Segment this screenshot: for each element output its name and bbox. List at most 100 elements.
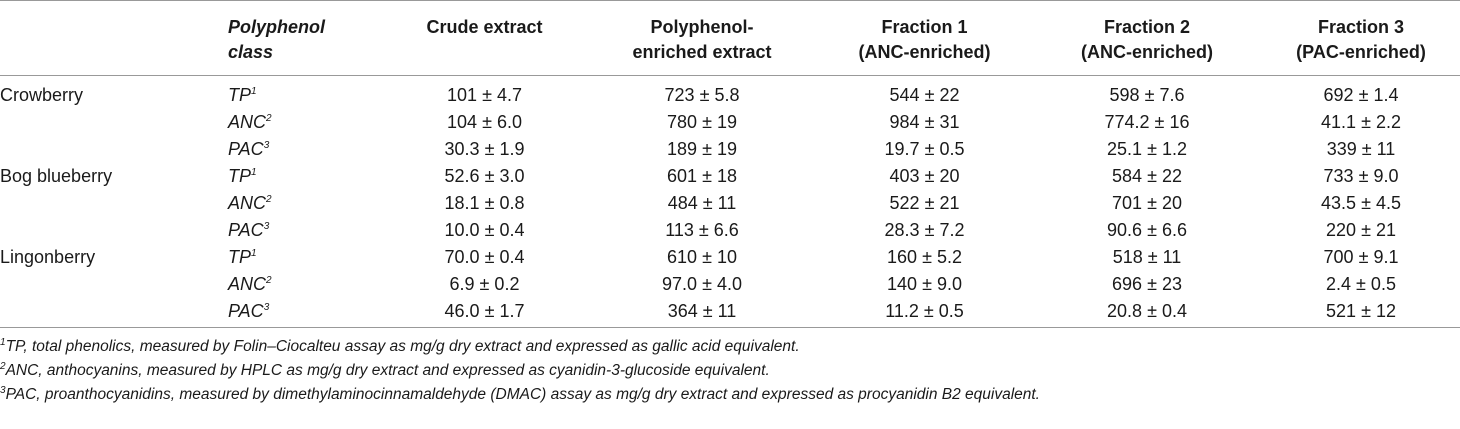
fraction2-cell: 696 ± 23 (1112, 274, 1182, 294)
header-f3-line2: (PAC-enriched) (1296, 42, 1426, 62)
fraction1-cell: 140 ± 9.0 (887, 274, 962, 294)
header-polyphenol-class-line2: class (228, 42, 274, 62)
fraction1-cell: 522 ± 21 (889, 193, 960, 213)
enriched-cell: 484 ± 11 (667, 193, 737, 213)
fraction1-cell: 544 ± 22 (889, 85, 960, 105)
berry-cell (0, 136, 222, 163)
enriched-cell: 189 ± 19 (667, 139, 737, 159)
header-f1-line2: (ANC-enriched) (858, 42, 991, 62)
fraction3-cell: 41.1 ± 2.2 (1321, 112, 1401, 132)
fraction3-cell: 521 ± 12 (1326, 301, 1396, 321)
table-row: PAC3 10.0 ± 0.4 113 ± 6.6 28.3 ± 7.2 90.… (0, 217, 1460, 244)
enriched-cell: 97.0 ± 4.0 (662, 274, 742, 294)
fraction2-cell: 25.1 ± 1.2 (1107, 139, 1187, 159)
berry-cell (0, 298, 222, 328)
header-enriched-line1: Polyphenol- (650, 17, 754, 37)
enriched-cell: 780 ± 19 (667, 112, 737, 132)
berry-cell: Crowberry (0, 85, 84, 105)
fraction2-cell: 518 ± 11 (1112, 247, 1182, 267)
fraction3-cell: 2.4 ± 0.5 (1326, 274, 1396, 294)
header-blank (0, 1, 222, 76)
fraction1-cell: 11.2 ± 0.5 (885, 301, 964, 321)
table-row: ANC2 104 ± 6.0 780 ± 19 984 ± 31 774.2 ±… (0, 109, 1460, 136)
footnote-mark: 3 (263, 302, 270, 313)
header-fraction-2: Fraction 2 (ANC-enriched) (1032, 1, 1262, 76)
enriched-cell: 113 ± 6.6 (665, 220, 739, 240)
crude-cell: 101 ± 4.7 (447, 85, 522, 105)
class-cell: PAC3 (222, 136, 382, 163)
fraction1-cell: 28.3 ± 7.2 (884, 220, 965, 240)
class-label: PAC (228, 139, 264, 159)
header-f2-line2: (ANC-enriched) (1080, 42, 1213, 62)
table-header: Polyphenol class Crude extract Polyphenol… (0, 0, 1460, 76)
footnote-3: 3PAC, proanthocyanidins, measured by dim… (0, 383, 1460, 407)
crude-cell: 46.0 ± 1.7 (444, 301, 525, 321)
header-fraction-3: Fraction 3 (PAC-enriched) (1262, 1, 1460, 76)
polyphenol-table: Polyphenol class Crude extract Polyphenol… (0, 0, 1460, 328)
class-label: ANC (228, 112, 267, 132)
crude-cell: 30.3 ± 1.9 (444, 139, 525, 159)
class-label: TP (228, 85, 252, 105)
crude-cell: 104 ± 6.0 (447, 112, 522, 132)
table-row: PAC3 30.3 ± 1.9 189 ± 19 19.7 ± 0.5 25.1… (0, 136, 1460, 163)
table-body: Crowberry TP1 101 ± 4.7 723 ± 5.8 544 ± … (0, 76, 1460, 328)
class-cell: TP1 (222, 163, 382, 190)
fraction1-cell: 160 ± 5.2 (887, 247, 962, 267)
header-f2-line1: Fraction 2 (1103, 17, 1191, 37)
fraction1-cell: 403 ± 20 (889, 166, 960, 186)
header-crude-extract: Crude extract (426, 17, 543, 37)
footnote-mark: 3 (263, 140, 270, 151)
enriched-cell: 610 ± 10 (667, 247, 737, 267)
header-fraction-1: Fraction 1 (ANC-enriched) (817, 1, 1032, 76)
berry-cell (0, 217, 222, 244)
class-label: PAC (228, 301, 264, 321)
berry-cell (0, 190, 222, 217)
fraction2-cell: 90.6 ± 6.6 (1107, 220, 1187, 240)
berry-cell: Lingonberry (0, 247, 96, 267)
enriched-cell: 723 ± 5.8 (664, 85, 740, 105)
footnote-2-mark: 2 (0, 360, 6, 372)
table-row: PAC3 46.0 ± 1.7 364 ± 11 11.2 ± 0.5 20.8… (0, 298, 1460, 328)
header-f3-line1: Fraction 3 (1317, 17, 1405, 37)
fraction3-cell: 692 ± 1.4 (1323, 85, 1399, 105)
class-label: PAC (228, 220, 264, 240)
crude-cell: 70.0 ± 0.4 (444, 247, 525, 267)
enriched-cell: 364 ± 11 (667, 301, 737, 321)
header-f1-line1: Fraction 1 (881, 17, 968, 37)
fraction2-cell: 598 ± 7.6 (1109, 85, 1185, 105)
footnote-1: 1TP, total phenolics, measured by Folin–… (0, 335, 1460, 359)
class-label: ANC (228, 193, 267, 213)
crude-cell: 18.1 ± 0.8 (444, 193, 525, 213)
table-row: ANC2 18.1 ± 0.8 484 ± 11 522 ± 21 701 ± … (0, 190, 1460, 217)
header-polyphenol-enriched-extract: Polyphenol-enriched extract (587, 1, 817, 76)
footnote-1-text: TP, total phenolics, measured by Folin–C… (5, 338, 800, 355)
fraction3-cell: 733 ± 9.0 (1323, 166, 1399, 186)
header-row: Polyphenol class Crude extract Polyphenol… (0, 0, 1460, 76)
berry-cell (0, 271, 222, 298)
footnote-mark: 2 (266, 113, 272, 124)
fraction3-cell: 339 ± 11 (1326, 139, 1396, 159)
footnote-2-text: ANC, anthocyanins, measured by HPLC as m… (5, 362, 770, 379)
class-cell: ANC2 (222, 271, 382, 298)
footnote-3-text: PAC, proanthocyanidins, measured by dime… (5, 386, 1040, 403)
class-label: TP (228, 247, 252, 267)
footnote-mark: 1 (251, 86, 257, 97)
fraction2-cell: 701 ± 20 (1112, 193, 1182, 213)
berry-cell (0, 109, 222, 136)
footnote-2: 2ANC, anthocyanins, measured by HPLC as … (0, 359, 1460, 383)
footnotes: 1TP, total phenolics, measured by Folin–… (0, 335, 1460, 407)
enriched-cell: 601 ± 18 (667, 166, 737, 186)
header-enriched-line2: enriched extract (632, 42, 772, 62)
class-label: ANC (228, 274, 267, 294)
class-cell: TP1 (222, 244, 382, 271)
fraction3-cell: 43.5 ± 4.5 (1321, 193, 1401, 213)
fraction2-cell: 774.2 ± 16 (1104, 112, 1190, 132)
fraction2-cell: 20.8 ± 0.4 (1107, 301, 1187, 321)
table-row: Bog blueberry TP1 52.6 ± 3.0 601 ± 18 40… (0, 163, 1460, 190)
fraction1-cell: 984 ± 31 (889, 112, 960, 132)
crude-cell: 10.0 ± 0.4 (444, 220, 525, 240)
crude-cell: 52.6 ± 3.0 (444, 166, 525, 186)
class-cell: PAC3 (222, 298, 382, 328)
fraction3-cell: 700 ± 9.1 (1323, 247, 1399, 267)
header-polyphenol-class-line1: Polyphenol (228, 17, 326, 37)
